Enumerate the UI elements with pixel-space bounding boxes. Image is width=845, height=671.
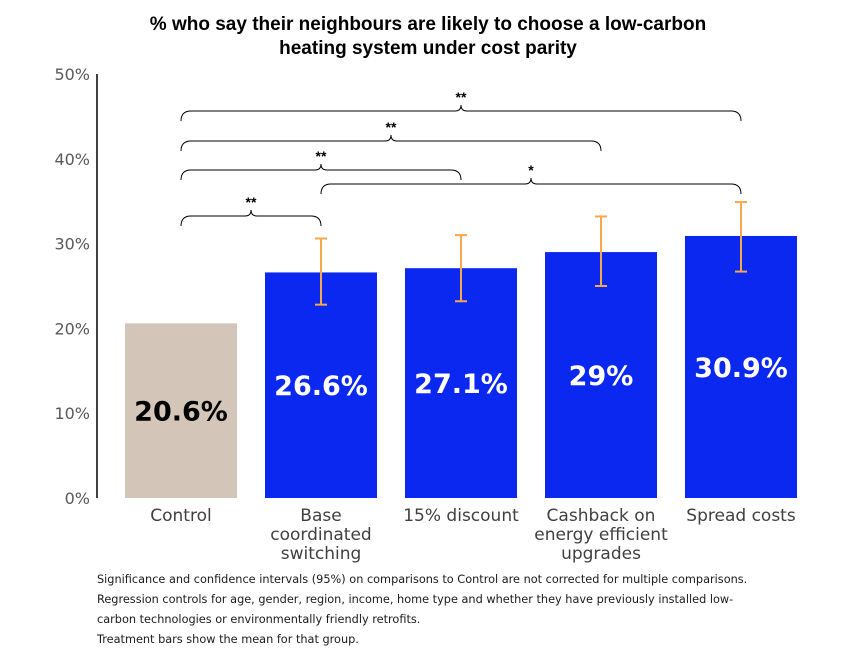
bar bbox=[125, 323, 237, 498]
y-tick-label: 0% bbox=[65, 489, 90, 508]
significance-label: ** bbox=[386, 119, 397, 135]
x-tick-label: upgrades bbox=[561, 544, 641, 564]
x-tick-label: Control bbox=[150, 506, 211, 526]
data-label: 29% bbox=[569, 361, 634, 392]
x-tick-label: coordinated bbox=[270, 525, 371, 545]
note-line: carbon technologies or environmentally f… bbox=[97, 613, 421, 626]
note-line: Treatment bars show the mean for that gr… bbox=[97, 633, 359, 646]
y-tick-label: 20% bbox=[54, 319, 90, 338]
data-label: 20.6% bbox=[134, 397, 228, 428]
x-tick-label: 15% discount bbox=[403, 506, 519, 526]
significance-label: ** bbox=[316, 148, 327, 164]
chart-title: heating system under cost parity bbox=[279, 38, 577, 59]
significance-bracket bbox=[180, 134, 602, 152]
x-tick-label: Spread costs bbox=[686, 506, 796, 526]
significance-bracket bbox=[180, 104, 742, 122]
x-tick-label: Base bbox=[300, 506, 341, 526]
significance-label: * bbox=[528, 162, 534, 178]
significance-bracket bbox=[180, 209, 322, 227]
data-label: 30.9% bbox=[694, 353, 788, 384]
note-line: Regression controls for age, gender, reg… bbox=[97, 593, 734, 606]
note-line: Significance and confidence intervals (9… bbox=[97, 573, 748, 586]
y-tick-label: 30% bbox=[54, 235, 90, 254]
y-tick-label: 50% bbox=[54, 65, 90, 84]
bar bbox=[685, 235, 797, 498]
chart-title: % who say their neighbours are likely to… bbox=[150, 14, 706, 35]
y-tick-label: 10% bbox=[54, 404, 90, 423]
x-tick-label: switching bbox=[281, 544, 362, 564]
significance-label: ** bbox=[246, 194, 257, 210]
data-label: 27.1% bbox=[414, 369, 508, 400]
bar bbox=[405, 268, 517, 498]
chart-notes: Significance and confidence intervals (9… bbox=[97, 570, 817, 650]
x-tick-label: energy efficient bbox=[534, 525, 668, 545]
bar bbox=[545, 252, 657, 498]
data-label: 26.6% bbox=[274, 371, 368, 402]
x-tick-label: Cashback on bbox=[547, 506, 656, 526]
significance-bracket bbox=[320, 177, 742, 195]
significance-label: ** bbox=[456, 89, 467, 105]
significance-bracket bbox=[180, 163, 462, 181]
bar bbox=[265, 272, 377, 498]
y-tick-label: 40% bbox=[54, 150, 90, 169]
